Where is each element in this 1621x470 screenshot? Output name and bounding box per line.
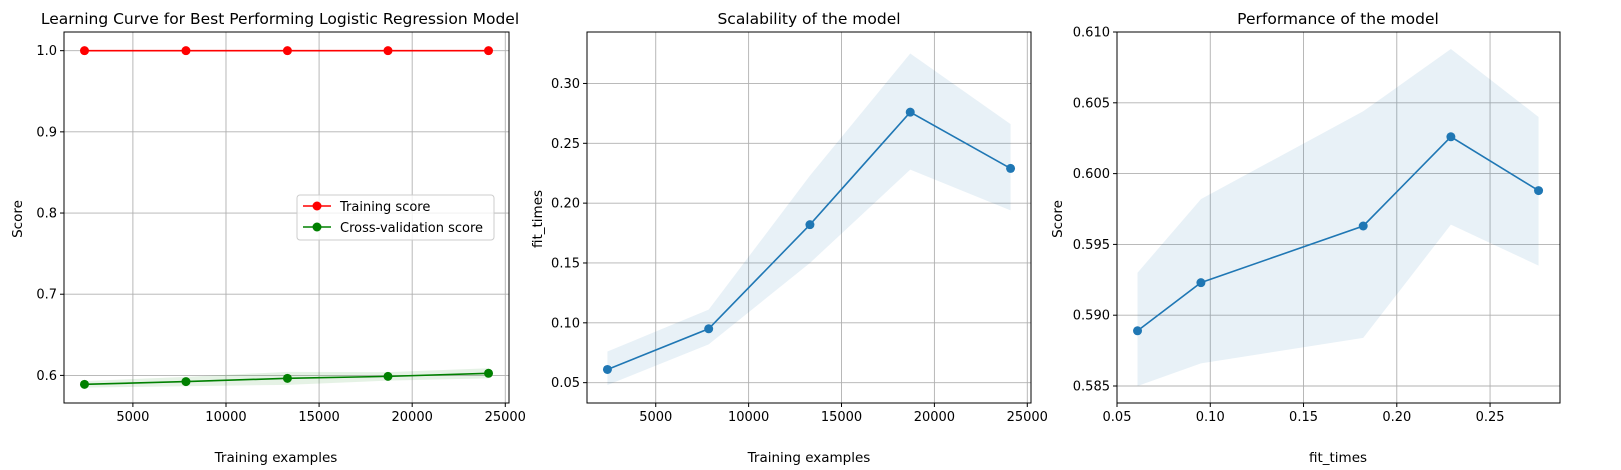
chart-title: Scalability of the model [717, 10, 900, 28]
data-point [1133, 326, 1143, 336]
x-tick-label: 0.20 [1382, 410, 1411, 425]
chart-title: Learning Curve for Best Performing Logis… [41, 10, 519, 28]
y-tick-label: 0.9 [36, 125, 57, 140]
data-point [1358, 221, 1368, 231]
data-point [79, 379, 89, 389]
data-point [181, 46, 191, 56]
y-tick-label: 0.6 [36, 369, 57, 384]
chart-title: Performance of the model [1237, 10, 1439, 28]
x-axis-label: fit_times [1309, 450, 1367, 466]
axes-frame [63, 31, 510, 404]
x-axis-label: Training examples [214, 450, 338, 466]
x-tick-label: 5000 [639, 410, 672, 425]
y-tick-label: 0.585 [1073, 380, 1110, 395]
data-point [1196, 278, 1206, 288]
x-tick-label: 20000 [392, 410, 433, 425]
plot-area: 0.05 0.10 0.15 0.20 0.25 0.585 0.590 0.595 0.600… [1073, 26, 1561, 425]
data-point [484, 46, 494, 56]
data-point [484, 368, 494, 378]
legend: Training score Cross-validation score [296, 194, 495, 241]
data-point [1446, 132, 1456, 142]
y-tick-label: 0.30 [551, 77, 580, 92]
y-tick-label: 0.10 [551, 316, 580, 331]
y-axis-label: fit_times [530, 190, 546, 248]
data-point [602, 364, 612, 374]
legend-label-training: Training score [339, 200, 430, 215]
x-tick-label: 15000 [298, 410, 339, 425]
y-tick-label: 0.595 [1073, 238, 1110, 253]
x-tick-label: 25000 [485, 410, 526, 425]
y-tick-label: 0.05 [551, 376, 580, 391]
y-tick-label: 0.605 [1073, 96, 1110, 111]
x-tick-label: 5000 [116, 410, 149, 425]
data-point [1534, 186, 1544, 196]
data-point [805, 220, 815, 230]
x-tick-label: 0.25 [1476, 410, 1505, 425]
axes-frame [1116, 31, 1561, 404]
axes-frame [586, 31, 1032, 404]
legend-marker-cross-validation [312, 222, 322, 232]
x-axis-label: Training examples [747, 450, 871, 466]
x-tick-label: 25000 [1007, 410, 1048, 425]
data-point [282, 46, 292, 56]
y-tick-label: 1.0 [36, 44, 57, 59]
y-tick-label: 0.590 [1073, 309, 1110, 324]
learning-curve-chart: Learning Curve for Best Performing Logis… [10, 10, 526, 466]
plot-area: 5000 10000 15000 20000 25000 0.6 0.7 0.8 0.9 1.0 [36, 31, 526, 425]
data-point [79, 46, 89, 56]
x-tick-label: 0.10 [1196, 410, 1225, 425]
data-point [704, 324, 714, 334]
y-tick-label: 0.25 [551, 137, 580, 152]
y-tick-label: 0.8 [36, 207, 57, 222]
x-tick-label: 20000 [914, 410, 955, 425]
plot-area: 5000 10000 15000 20000 25000 0.05 0.10 0.15 0.20… [551, 31, 1048, 425]
confidence-band [1137, 48, 1539, 387]
data-point [181, 377, 191, 387]
x-tick-label: 10000 [728, 410, 769, 425]
data-point [383, 371, 393, 381]
y-axis-label: Score [10, 200, 26, 238]
y-axis-label: Score [1050, 200, 1066, 238]
y-tick-label: 0.610 [1073, 26, 1110, 41]
data-point [905, 107, 915, 117]
x-tick-label: 0.05 [1103, 410, 1132, 425]
x-tick-label: 0.15 [1289, 410, 1318, 425]
performance-chart: Performance of the model fit_times Score… [1050, 10, 1561, 466]
y-tick-label: 0.7 [36, 288, 57, 303]
y-tick-label: 0.600 [1073, 167, 1110, 182]
confidence-band [607, 53, 1011, 386]
y-tick-label: 0.15 [551, 256, 580, 271]
data-point [1006, 163, 1016, 173]
data-point [282, 373, 292, 383]
legend-frame [296, 194, 495, 241]
scalability-chart: Scalability of the model Training exampl… [530, 10, 1048, 466]
x-tick-label: 10000 [205, 410, 246, 425]
legend-label-cross-validation: Cross-validation score [340, 221, 483, 236]
x-tick-label: 15000 [821, 410, 862, 425]
legend-marker-training [312, 201, 322, 211]
y-tick-label: 0.20 [551, 197, 580, 212]
data-point [383, 46, 393, 56]
